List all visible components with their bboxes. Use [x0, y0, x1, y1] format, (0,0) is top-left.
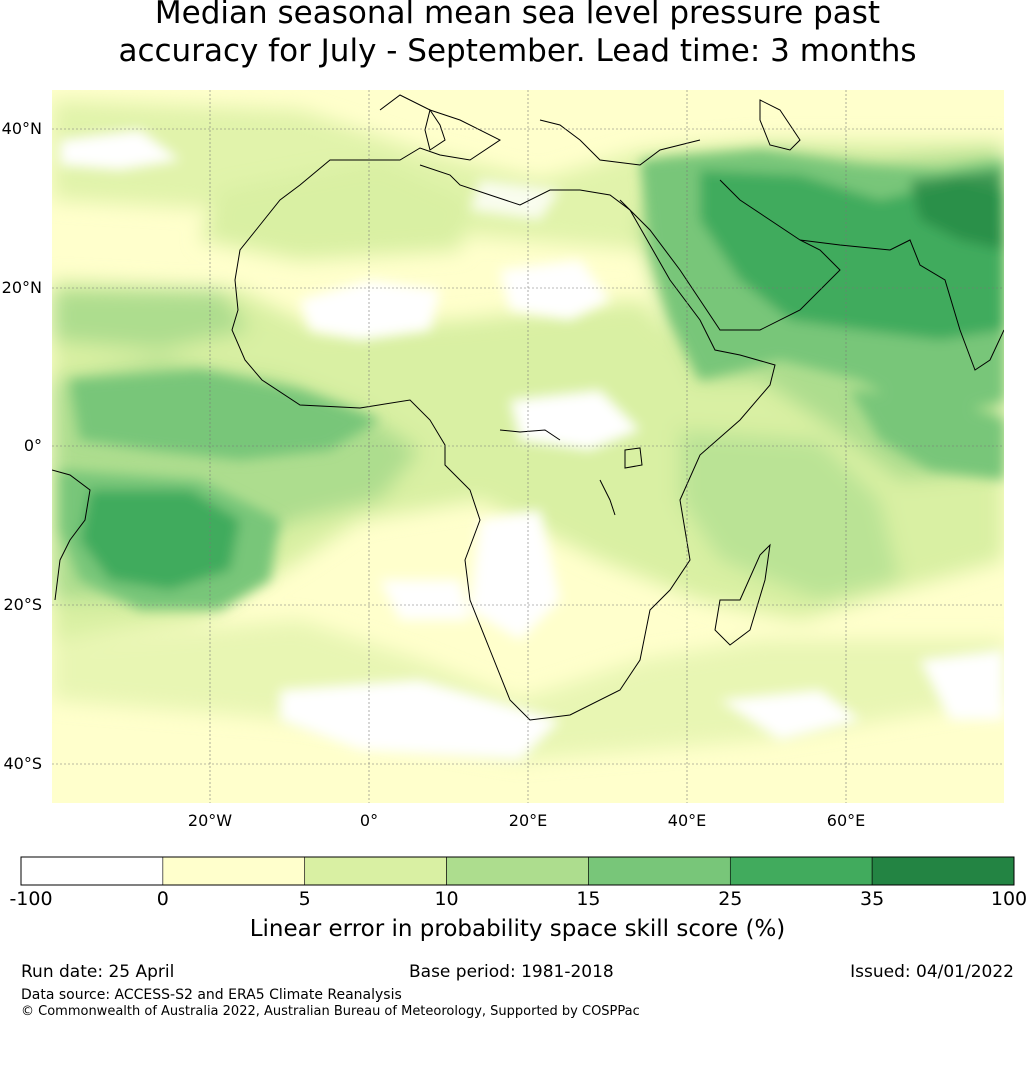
chart-title: Median seasonal mean sea level pressure …: [0, 0, 1035, 70]
lon-label-20w: 20°W: [187, 811, 233, 830]
data-source: Data source: ACCESS-S2 and ERA5 Climate …: [21, 987, 402, 1003]
colorbar-segment-5: [729, 856, 873, 886]
colorbar: [20, 856, 1015, 886]
lat-label-20s: 20°S: [3, 595, 42, 614]
copyright: © Commonwealth of Australia 2022, Austra…: [21, 1004, 640, 1019]
colorbar-segment-2: [304, 856, 447, 886]
lon-label-60e: 60°E: [826, 811, 866, 830]
colorbar-tick-label: 35: [860, 888, 885, 910]
colorbar-border: [20, 856, 1015, 886]
colorbar-tick-label: 15: [576, 888, 601, 910]
colorbar-segment-6: [871, 856, 1015, 886]
lat-label-40n: 40°N: [1, 119, 42, 138]
colorbar-tick-label: 100: [990, 888, 1028, 910]
coastlines: [52, 94, 1004, 721]
colorbar-segment-4: [588, 856, 731, 886]
base-period: Base period: 1981-2018: [409, 962, 614, 982]
colorbar-segment-1: [162, 856, 306, 886]
lon-label-0: 0°: [359, 811, 379, 830]
map-canvas[interactable]: [0, 0, 1035, 960]
colorbar-tick-label: -100: [9, 888, 53, 910]
gridlines: [52, 90, 1004, 803]
colorbar-tick-label: 5: [298, 888, 311, 910]
colorbar-tick-label: 10: [434, 888, 459, 910]
colorbar-segment-3: [446, 856, 589, 886]
lat-label-40s: 40°S: [3, 754, 42, 773]
lon-label-40e: 40°E: [667, 811, 707, 830]
colorbar-label: Linear error in probability space skill …: [249, 916, 786, 942]
colorbar-segment-0: [20, 856, 164, 886]
lon-label-20e: 20°E: [508, 811, 548, 830]
colorbar-tick-label: 25: [718, 888, 743, 910]
colorbar-tick-label: 0: [156, 888, 169, 910]
title-line-2: accuracy for July - September. Lead time…: [118, 33, 917, 69]
lat-label-20n: 20°N: [1, 278, 42, 297]
title-line-1: Median seasonal mean sea level pressure …: [154, 0, 881, 31]
run-date: Run date: 25 April: [21, 962, 175, 982]
skill-score-field: [52, 90, 1004, 803]
lat-label-0: 0°: [23, 436, 42, 455]
issued-date: Issued: 04/01/2022: [850, 962, 1014, 982]
